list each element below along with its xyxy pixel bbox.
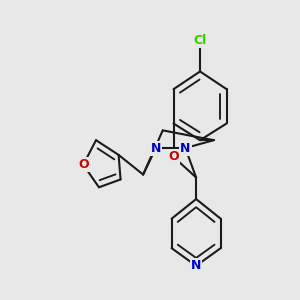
Text: N: N: [180, 142, 190, 154]
Text: Cl: Cl: [194, 34, 207, 46]
Text: O: O: [168, 150, 179, 164]
Text: N: N: [151, 142, 161, 154]
Text: N: N: [191, 259, 201, 272]
Text: O: O: [78, 158, 88, 171]
